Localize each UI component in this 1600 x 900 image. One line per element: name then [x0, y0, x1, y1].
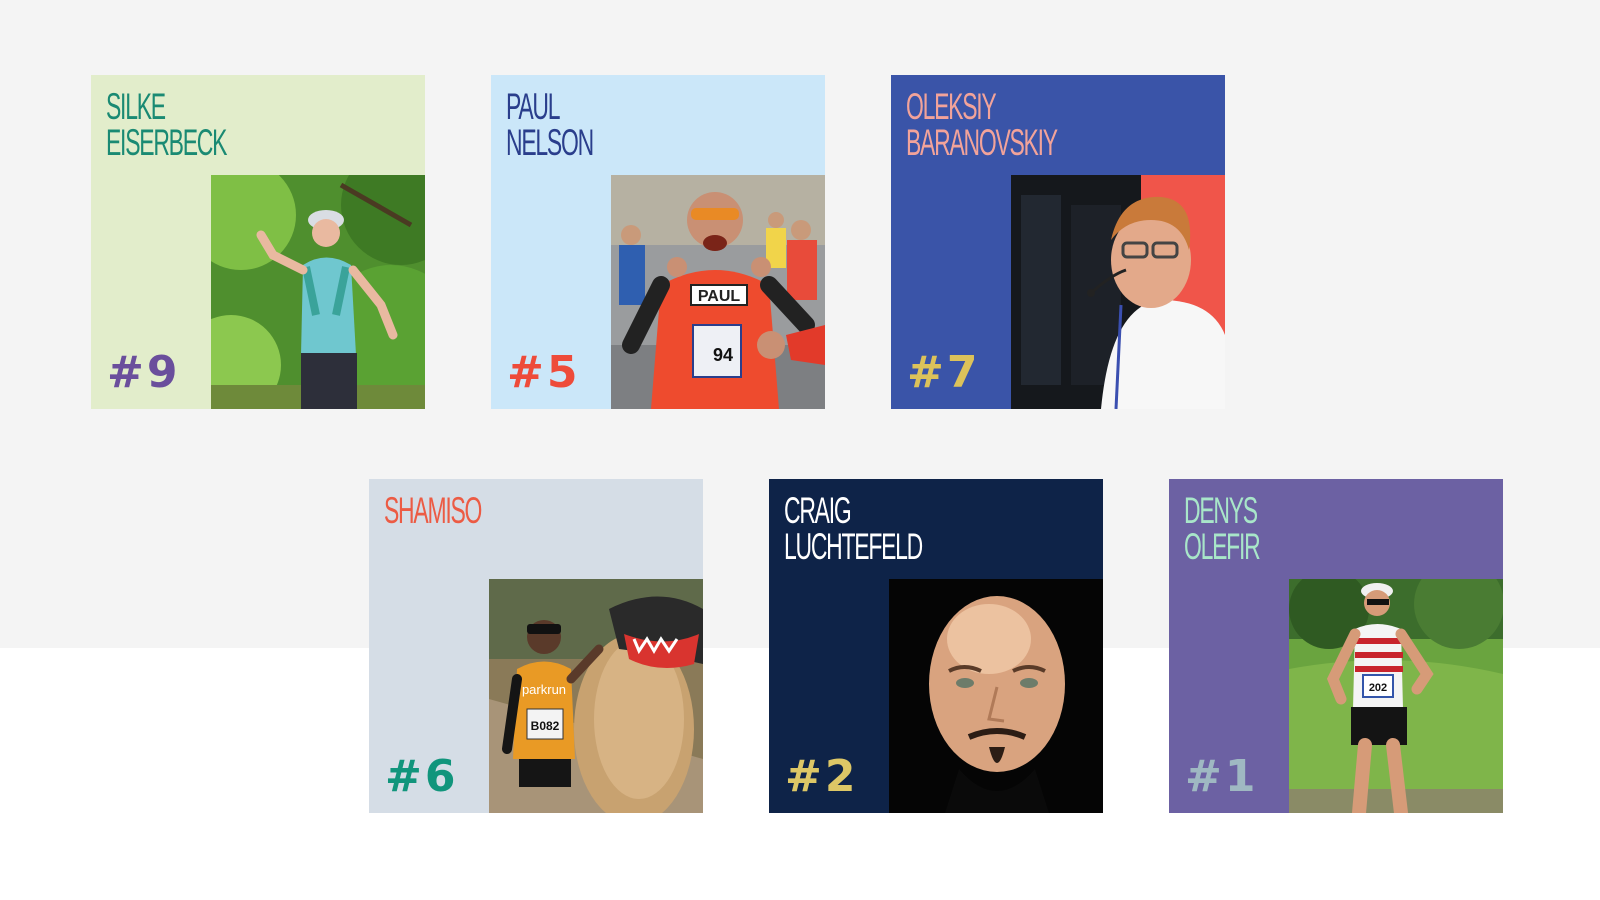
card-rank: #5 [507, 347, 581, 398]
trail-runner-woman-photo [211, 175, 425, 409]
bib-number: 94 [713, 345, 733, 365]
card-rank: #9 [107, 347, 181, 398]
card-silke-eiserbeck[interactable]: SILKE EISERBECK #9 [91, 75, 425, 409]
runner-with-lion-costume-photo: parkrun B082 [489, 579, 703, 813]
track-runner-man-photo: 202 [1289, 579, 1503, 813]
card-denys-olefir[interactable]: DENYS OLEFIR 202 #1 [1169, 479, 1503, 813]
card-name: SHAMISO [384, 490, 482, 531]
card-paul-nelson[interactable]: PAUL NELSON PAUL 94 #5 [491, 75, 825, 409]
card-rank: #1 [1185, 751, 1259, 802]
speaker-with-headset-photo [1011, 175, 1225, 409]
bib-number: B082 [531, 719, 560, 733]
card-name: OLEKSIY BARANOVSKIY [906, 86, 1058, 163]
card-rank: #6 [385, 751, 459, 802]
card-oleksiy-baranovskiy[interactable]: OLEKSIY BARANOVSKIY #7 [891, 75, 1225, 409]
card-rank: #2 [785, 751, 859, 802]
shirt-label: PAUL [698, 288, 741, 305]
card-name: CRAIG LUCHTEFELD [784, 490, 923, 567]
card-name: SILKE EISERBECK [106, 86, 227, 163]
shirt-label: parkrun [522, 682, 566, 697]
bald-man-portrait-photo [889, 579, 1103, 813]
card-name: PAUL NELSON [506, 86, 594, 163]
card-name: DENYS OLEFIR [1184, 490, 1261, 567]
card-rank: #7 [907, 347, 981, 398]
card-shamiso[interactable]: SHAMISO parkrun B082 #6 [369, 479, 703, 813]
bib-number: 202 [1369, 682, 1387, 694]
card-craig-luchtefeld[interactable]: CRAIG LUCHTEFELD #2 [769, 479, 1103, 813]
marathon-runner-paul-photo: PAUL 94 [611, 175, 825, 409]
